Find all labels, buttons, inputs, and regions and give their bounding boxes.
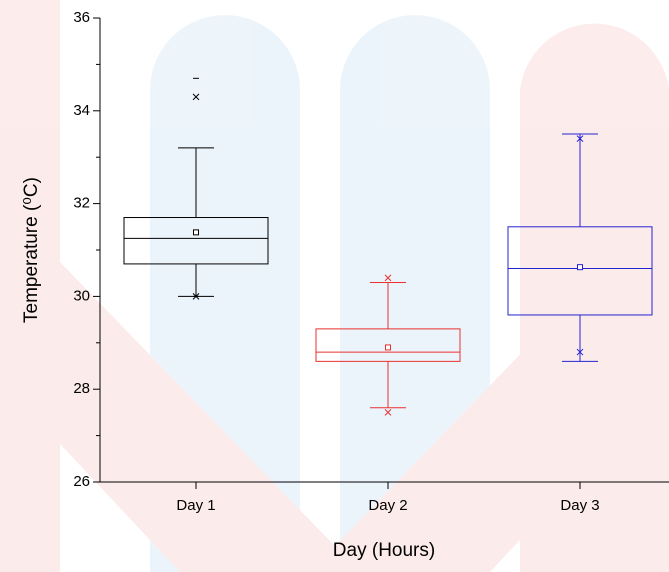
y-axis-label: Temperature (⁰C) xyxy=(21,177,42,323)
y-tick-label: 36 xyxy=(73,9,90,26)
x-tick-label: Day 2 xyxy=(368,497,407,514)
y-tick-label: 26 xyxy=(73,473,90,490)
percentile-marker xyxy=(576,135,584,142)
y-tick-label: 34 xyxy=(73,102,90,119)
x-axis-label: Day (Hours) xyxy=(333,540,435,561)
y-tick-label: 30 xyxy=(73,287,90,304)
mean xyxy=(385,344,391,351)
percentile-marker xyxy=(384,409,392,416)
box xyxy=(315,328,461,362)
box xyxy=(507,226,653,316)
mean xyxy=(577,264,583,271)
mean xyxy=(193,229,199,236)
box xyxy=(123,217,269,265)
percentile-marker xyxy=(384,274,392,282)
percentile-marker xyxy=(576,348,584,356)
x-tick-label: Day 3 xyxy=(560,497,599,514)
percentile-marker xyxy=(192,93,200,101)
x-tick-label: Day 1 xyxy=(176,497,215,514)
y-tick-label: 28 xyxy=(73,380,90,397)
y-tick-label: 32 xyxy=(73,195,90,212)
